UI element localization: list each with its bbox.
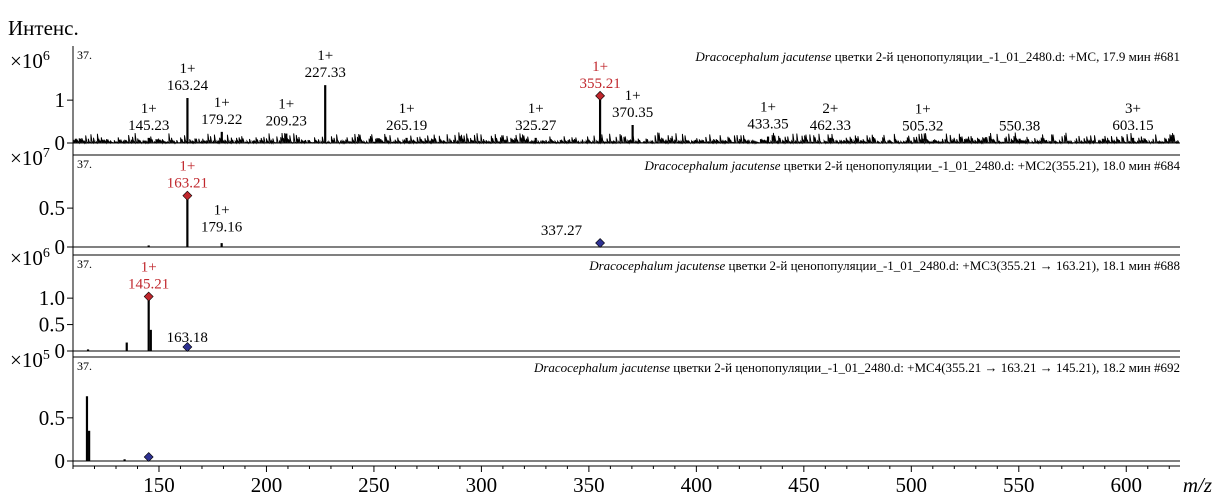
panel-3-marker-0 [143, 452, 154, 462]
panel-2-peak-value-0: 145.21 [128, 277, 169, 293]
panel-0-peak-charge-5: 1+ [399, 101, 415, 117]
x-tick-label-7: 500 [896, 473, 928, 492]
panel-2-marker-0 [143, 291, 154, 302]
x-axis-title: m/z [1183, 473, 1212, 492]
panel-0-peak-value-11: 505.32 [902, 119, 943, 135]
panel-0-peak-value-6: 325.27 [515, 118, 557, 134]
x-tick-label-1: 200 [251, 473, 283, 492]
panel-0-corner-label: 37. [77, 48, 92, 62]
panel-2-peak-charge-0: 1+ [141, 260, 157, 276]
panel-1-peak-value-1: 179.16 [201, 219, 243, 235]
panel-0-peak-value-2: 179.22 [201, 112, 242, 128]
panel-0-peak-charge-8: 1+ [625, 88, 641, 104]
y-axis-title: Интенс. [8, 16, 79, 40]
panel-0-peak-value-4: 227.33 [305, 65, 346, 81]
panel-2-title: Dracocephalum jacutense цветки 2-й ценоп… [588, 258, 1180, 273]
panel-0-peak-value-10: 462.33 [810, 118, 851, 134]
panel-2-corner-label: 37. [77, 257, 92, 271]
panel-0-peak-charge-6: 1+ [528, 101, 544, 117]
panel-0-peak-charge-1: 1+ [179, 61, 195, 77]
x-tick-label-4: 350 [573, 473, 605, 492]
panel-1-peak-charge-1: 1+ [214, 202, 230, 218]
panel-0-peak-charge-9: 1+ [760, 100, 776, 116]
panel-1-corner-label: 37. [77, 157, 92, 171]
x-tick-label-2: 250 [358, 473, 390, 492]
panel-0-peak-charge-0: 1+ [141, 101, 157, 117]
panel-0-ytick-label-1: 1 [55, 88, 66, 112]
panel-0-peak-value-8: 370.35 [612, 105, 653, 121]
panel-2-ytick-label-2: 1.0 [39, 286, 65, 310]
panel-3-ytick-label-0: 0 [55, 449, 66, 473]
panel-1-ytick-label-1: 0.5 [39, 196, 65, 220]
panel-1-marker-0 [182, 190, 193, 201]
panel-2-ytick-label-1: 0.5 [39, 313, 65, 337]
panel-0-peak-value-9: 433.35 [747, 117, 788, 133]
panel-0-multiplier: ×106 [10, 49, 50, 73]
panel-2-multiplier: ×106 [10, 246, 50, 270]
panel-0-peak-value-5: 265.19 [386, 118, 427, 134]
panel-0-marker-0 [595, 90, 606, 101]
panel-0-ytick-label-0: 0 [55, 131, 66, 155]
panel-2-marker-1 [182, 342, 193, 352]
panel-0-peak-value-13: 603.15 [1112, 118, 1153, 134]
panel-0-peak-value-0: 145.23 [128, 118, 169, 134]
x-tick-label-0: 150 [143, 473, 175, 492]
panel-0-peak-value-1: 163.24 [167, 78, 209, 94]
panel-1-peak-charge-0: 1+ [179, 159, 195, 175]
panel-3-multiplier: ×105 [10, 348, 50, 372]
panel-0-peak-value-12: 550.38 [999, 119, 1040, 135]
panel-3-title: Dracocephalum jacutense цветки 2-й ценоп… [533, 360, 1180, 375]
x-tick-label-6: 450 [788, 473, 820, 492]
x-tick-label-5: 400 [681, 473, 713, 492]
panel-1-multiplier: ×107 [10, 146, 50, 170]
panel-0-peak-charge-2: 1+ [214, 95, 230, 111]
x-tick-label-8: 550 [1003, 473, 1035, 492]
panel-0-noise-trace [73, 132, 1180, 145]
x-tick-label-3: 300 [466, 473, 498, 492]
panel-0-peak-charge-7: 1+ [592, 59, 608, 75]
panel-0-peak-value-3: 209.23 [266, 114, 307, 130]
panel-0-title: Dracocephalum jacutense цветки 2-й ценоп… [694, 49, 1180, 64]
panel-0-peak-charge-10: 2+ [822, 101, 838, 117]
panel-0-peak-charge-4: 1+ [317, 48, 333, 64]
panel-1-peak-value-0: 163.21 [167, 176, 208, 192]
panel-1-title: Dracocephalum jacutense цветки 2-й ценоп… [643, 158, 1180, 173]
panel-0-peak-charge-11: 1+ [915, 102, 931, 118]
panel-1-ytick-label-0: 0 [55, 235, 66, 259]
panel-0-peak-charge-13: 3+ [1125, 101, 1141, 117]
x-tick-label-9: 600 [1111, 473, 1143, 492]
panel-1-peak-value-2: 337.27 [541, 223, 583, 239]
panel-0-peak-charge-3: 1+ [278, 97, 294, 113]
panel-3-corner-label: 37. [77, 359, 92, 373]
panel-2-ytick-label-0: 0 [55, 339, 66, 363]
panel-0-peak-value-7: 355.21 [579, 76, 620, 92]
panel-2-peak-value-1: 163.18 [167, 330, 208, 346]
panel-1-marker-1 [595, 238, 606, 248]
panel-3-ytick-label-1: 0.5 [39, 406, 65, 430]
